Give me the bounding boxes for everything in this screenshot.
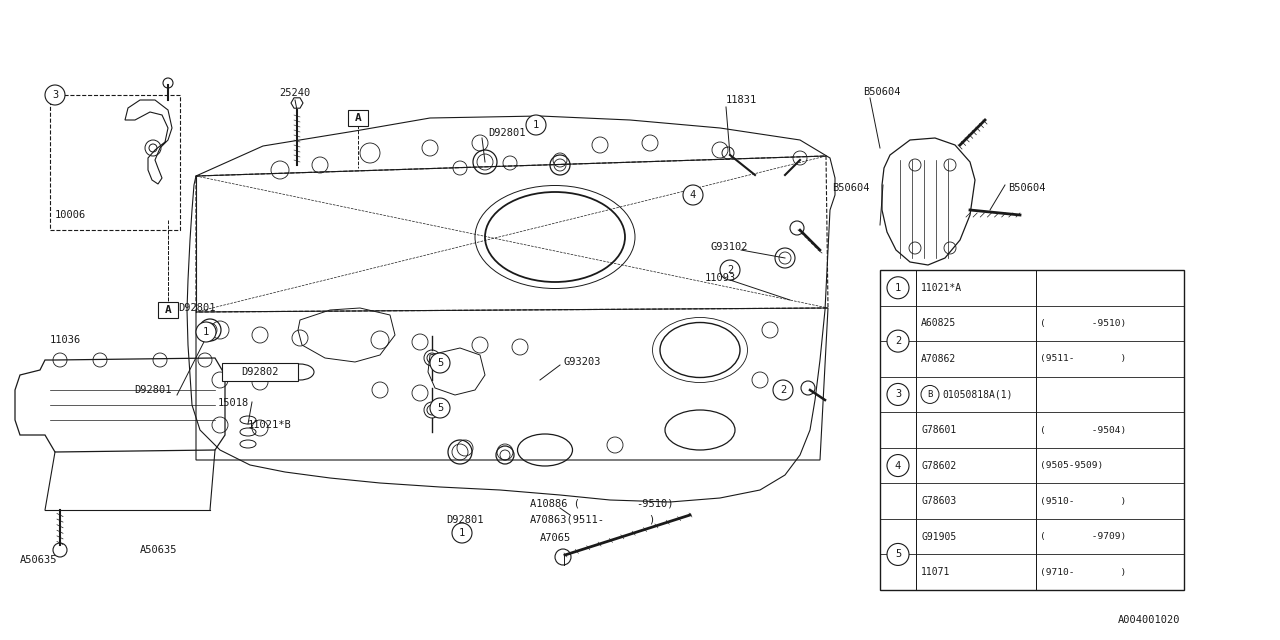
Circle shape: [45, 85, 65, 105]
Text: G78603: G78603: [922, 496, 956, 506]
Text: A50635: A50635: [20, 555, 58, 565]
Text: G78601: G78601: [922, 425, 956, 435]
Text: -9510): -9510): [636, 498, 673, 508]
Text: (9511-        ): (9511- ): [1039, 355, 1126, 364]
Text: D92801: D92801: [134, 385, 172, 395]
Text: 1: 1: [532, 120, 539, 130]
Text: 15018: 15018: [218, 398, 250, 408]
Text: 25240: 25240: [279, 88, 311, 98]
Text: 4: 4: [690, 190, 696, 200]
Text: A7065: A7065: [539, 533, 571, 543]
Circle shape: [887, 454, 909, 477]
Text: ): ): [648, 515, 654, 525]
Text: A004001020: A004001020: [1117, 615, 1180, 625]
Bar: [881, 270, 1184, 590]
Text: B50604: B50604: [863, 87, 901, 97]
Text: 1: 1: [895, 283, 901, 292]
Text: 5: 5: [895, 550, 901, 559]
Text: 3: 3: [895, 390, 901, 399]
Text: 11831: 11831: [726, 95, 758, 105]
Bar: [348, 110, 369, 126]
Text: 2: 2: [895, 336, 901, 346]
Circle shape: [196, 322, 216, 342]
Text: (        -9709): ( -9709): [1039, 532, 1126, 541]
Text: G91905: G91905: [922, 532, 956, 541]
Circle shape: [887, 276, 909, 299]
Text: B50604: B50604: [1009, 183, 1046, 193]
Text: D92801: D92801: [178, 303, 215, 313]
Text: 1: 1: [202, 327, 209, 337]
Circle shape: [721, 260, 740, 280]
Circle shape: [526, 115, 547, 135]
Text: 11021*B: 11021*B: [248, 420, 292, 430]
Text: 11093: 11093: [705, 273, 736, 283]
Circle shape: [452, 523, 472, 543]
Text: B50604: B50604: [832, 183, 870, 193]
Text: G93203: G93203: [563, 357, 600, 367]
Text: A60825: A60825: [922, 318, 956, 328]
Text: 11021*A: 11021*A: [922, 283, 963, 292]
Text: A: A: [355, 113, 361, 123]
Bar: [50, 95, 180, 230]
Text: 11071: 11071: [922, 567, 950, 577]
Text: 1: 1: [458, 528, 465, 538]
Text: 5: 5: [436, 403, 443, 413]
Text: D92801: D92801: [488, 128, 526, 138]
Text: 5: 5: [436, 358, 443, 368]
Text: 2: 2: [780, 385, 786, 395]
Text: A50635: A50635: [140, 545, 178, 555]
Circle shape: [684, 185, 703, 205]
Text: 01050818A(1): 01050818A(1): [942, 390, 1012, 399]
Circle shape: [887, 330, 909, 352]
Text: D92801: D92801: [447, 515, 484, 525]
Circle shape: [430, 398, 451, 418]
Bar: [221, 363, 298, 381]
Text: (9710-        ): (9710- ): [1039, 568, 1126, 577]
Text: A70862: A70862: [922, 354, 956, 364]
Bar: [157, 302, 178, 318]
Text: 2: 2: [727, 265, 733, 275]
Text: D92802: D92802: [241, 367, 279, 377]
Text: A70863(9511-: A70863(9511-: [530, 515, 605, 525]
Text: 3: 3: [52, 90, 58, 100]
Text: 4: 4: [895, 461, 901, 470]
Text: 11036: 11036: [50, 335, 81, 345]
Text: G93102: G93102: [710, 242, 748, 252]
Text: A10886 (: A10886 (: [530, 498, 580, 508]
Circle shape: [773, 380, 794, 400]
Text: (9510-        ): (9510- ): [1039, 497, 1126, 506]
Text: (        -9504): ( -9504): [1039, 426, 1126, 435]
Text: G78602: G78602: [922, 461, 956, 470]
Text: B: B: [927, 390, 933, 399]
Circle shape: [430, 353, 451, 373]
Text: A: A: [165, 305, 172, 315]
Circle shape: [887, 543, 909, 566]
Text: (9505-9509): (9505-9509): [1039, 461, 1103, 470]
Text: 10006: 10006: [55, 210, 86, 220]
Text: (        -9510): ( -9510): [1039, 319, 1126, 328]
Circle shape: [887, 383, 909, 406]
